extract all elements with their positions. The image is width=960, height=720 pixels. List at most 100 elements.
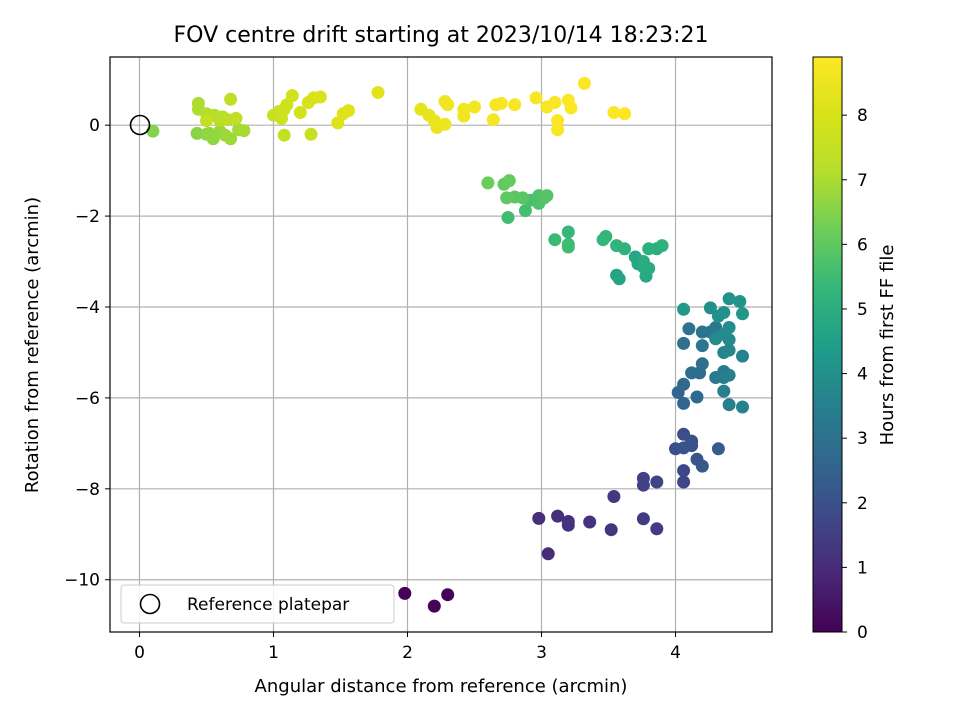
plot-frame <box>109 56 773 633</box>
colorbar-tick-label: 4 <box>857 365 868 385</box>
data-point <box>703 301 717 315</box>
data-point <box>722 343 736 357</box>
colorbar-tick-label: 5 <box>857 300 868 320</box>
data-point <box>500 191 514 205</box>
data-point <box>508 98 522 112</box>
colorbar-label: Hours from first FF file <box>877 245 898 446</box>
colorbar-ticks: 0 1 2 3 4 5 6 7 8 <box>842 106 868 643</box>
data-point <box>717 384 731 398</box>
data-point <box>596 233 610 247</box>
data-point <box>532 511 546 525</box>
data-point <box>736 400 749 414</box>
data-point <box>561 240 575 254</box>
data-point <box>551 509 565 523</box>
y-axis-label: Rotation from reference (arcmin) <box>22 197 43 493</box>
data-point <box>548 96 562 109</box>
x-axis-ticks: 0 1 2 3 4 <box>134 632 681 663</box>
data-point <box>636 478 650 492</box>
data-point <box>717 306 731 319</box>
data-point <box>564 101 578 115</box>
x-tick-label: 0 <box>134 643 145 663</box>
data-point <box>695 459 709 473</box>
data-point <box>342 104 355 118</box>
colorbar-tick-label: 1 <box>857 558 868 578</box>
data-point <box>540 189 554 203</box>
data-point <box>371 86 385 99</box>
colorbar-tick-label: 7 <box>857 171 868 191</box>
y-tick-label: −2 <box>75 207 100 227</box>
legend: Reference platepar <box>120 584 395 624</box>
data-point <box>237 124 251 138</box>
colorbar-tick-label: 6 <box>857 235 868 255</box>
data-point <box>733 295 747 308</box>
data-point <box>655 239 669 253</box>
data-point <box>722 292 736 306</box>
data-point <box>736 307 749 321</box>
data-point <box>285 89 299 103</box>
data-point <box>604 523 618 537</box>
data-point <box>427 599 441 613</box>
data-point <box>304 127 318 141</box>
data-point <box>618 107 632 121</box>
data-point <box>229 111 243 125</box>
data-point <box>190 126 204 140</box>
x-axis-label: Angular distance from reference (arcmin) <box>255 676 628 697</box>
data-point <box>650 522 664 536</box>
y-tick-label: −8 <box>75 480 100 500</box>
y-tick-label: −4 <box>75 298 100 318</box>
data-point <box>650 475 664 489</box>
colorbar-tick-label: 8 <box>857 106 868 126</box>
data-point <box>502 174 516 188</box>
data-point <box>202 126 216 140</box>
data-point <box>690 390 704 404</box>
data-point <box>722 398 736 412</box>
data-point <box>494 96 508 110</box>
data-point <box>277 128 291 142</box>
data-point <box>486 113 500 127</box>
data-point <box>468 100 481 114</box>
data-point <box>610 239 624 253</box>
x-tick-label: 3 <box>536 643 547 663</box>
data-point <box>612 272 626 286</box>
data-point <box>677 302 691 316</box>
data-point <box>677 475 691 489</box>
data-point <box>438 117 452 131</box>
data-point <box>200 114 213 128</box>
legend-reference-marker <box>139 593 161 615</box>
data-point <box>682 322 696 336</box>
data-point <box>722 368 736 382</box>
data-point <box>561 518 575 532</box>
data-point <box>146 124 160 138</box>
data-point <box>224 132 238 146</box>
x-tick-label: 4 <box>670 643 681 663</box>
data-point <box>709 332 723 346</box>
data-point <box>677 464 691 478</box>
data-point <box>481 176 495 190</box>
colorbar-tick-label: 2 <box>857 494 868 514</box>
colorbar <box>812 56 843 633</box>
data-point <box>457 102 471 116</box>
y-tick-label: −6 <box>75 389 100 409</box>
data-point <box>677 377 691 391</box>
data-point <box>548 233 562 247</box>
legend-box <box>120 584 395 624</box>
chart-title: FOV centre drift starting at 2023/10/14 … <box>174 23 709 48</box>
data-point <box>607 106 621 119</box>
data-point <box>398 586 412 600</box>
data-point <box>677 441 691 455</box>
data-point <box>677 336 691 350</box>
data-point <box>736 349 749 363</box>
data-point <box>441 588 455 602</box>
colorbar-tick-label: 3 <box>857 429 868 449</box>
y-tick-label: 0 <box>89 116 100 136</box>
colorbar-tick-label: 0 <box>857 623 868 643</box>
data-point <box>583 515 597 529</box>
data-point <box>695 339 709 353</box>
data-point <box>441 98 455 112</box>
y-axis-ticks: 0 −2 −4 −6 −8 −10 <box>64 116 110 591</box>
data-point <box>636 255 650 268</box>
data-point <box>677 396 691 410</box>
data-point <box>551 114 565 128</box>
data-point <box>313 90 327 104</box>
